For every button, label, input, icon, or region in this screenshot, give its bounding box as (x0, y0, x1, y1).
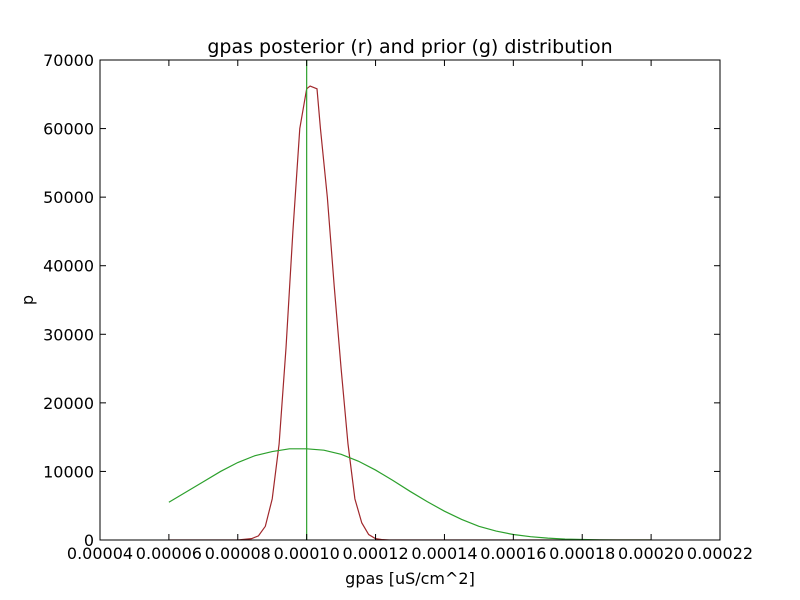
x-tick-label: 0.00020 (618, 544, 684, 563)
chart-title: gpas posterior (r) and prior (g) distrib… (207, 36, 612, 58)
x-tick-label: 0.00006 (136, 544, 202, 563)
x-tick-label: 0.00014 (411, 544, 477, 563)
y-axis: 0 10000 20000 30000 40000 50000 60000 70000 (43, 51, 720, 550)
series-line-1 (168, 448, 652, 540)
series-layer (168, 85, 652, 540)
y-tick-label: 70000 (43, 51, 94, 70)
plot-frame (99, 59, 721, 541)
y-tick-label: 0 (84, 531, 94, 550)
y-tick-label: 20000 (43, 394, 94, 413)
x-axis: 0.00004 0.00006 0.00008 0.00010 0.00012 0.000… (67, 60, 753, 563)
y-tick-label: 40000 (43, 257, 94, 276)
x-tick-label: 0.00010 (274, 544, 340, 563)
x-axis-label: gpas [uS/cm^2] (345, 569, 475, 588)
x-tick-label: 0.00008 (205, 544, 271, 563)
y-tick-label: 50000 (43, 188, 94, 207)
y-tick-label: 60000 (43, 120, 94, 139)
x-tick-label: 0.00022 (687, 544, 753, 563)
x-tick-label: 0.00012 (342, 544, 408, 563)
x-tick-label: 0.00018 (549, 544, 615, 563)
series-line-0 (168, 85, 652, 540)
x-tick-label: 0.00016 (480, 544, 546, 563)
x-tick-label: 0.00004 (67, 544, 133, 563)
y-tick-label: 10000 (43, 462, 94, 481)
y-tick-label: 30000 (43, 325, 94, 344)
y-axis-label: p (18, 295, 37, 305)
